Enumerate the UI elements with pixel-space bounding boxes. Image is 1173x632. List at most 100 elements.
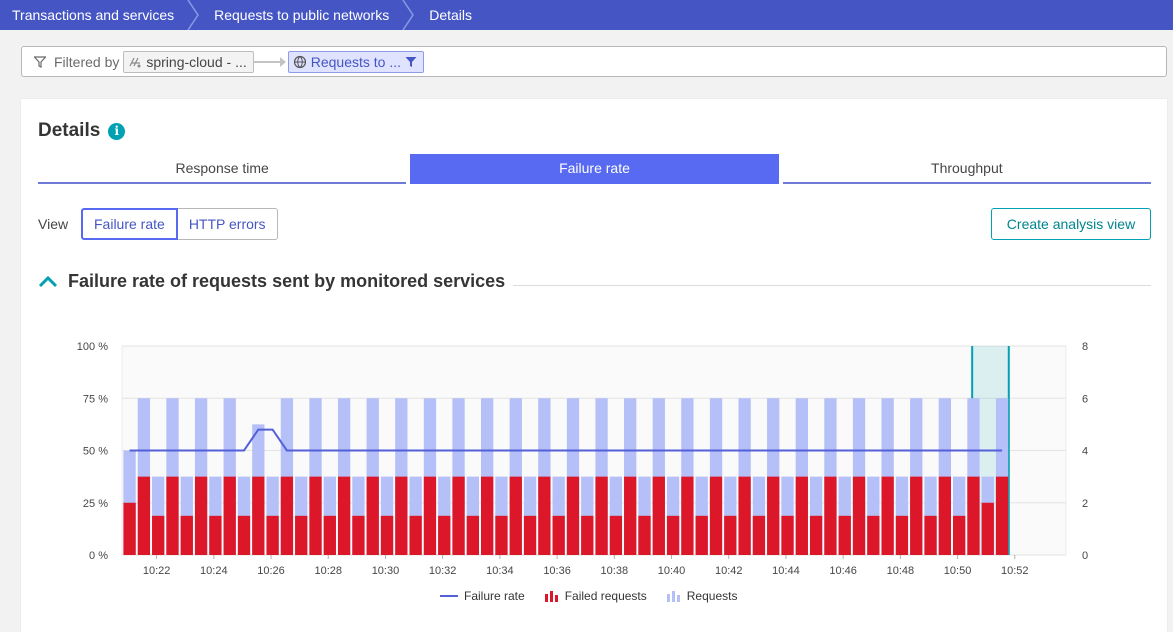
line-swatch-icon [440, 595, 458, 597]
breadcrumb-separator-icon [187, 0, 200, 30]
failed-requests-bar [867, 515, 880, 555]
failed-requests-bar [695, 515, 708, 555]
x-tick-label: 10:44 [772, 565, 800, 577]
create-analysis-view-button[interactable]: Create analysis view [991, 208, 1151, 240]
failed-requests-bar [452, 476, 465, 555]
chart-legend: Failure rate Failed requests Requests [440, 589, 757, 603]
failed-requests-bar [967, 476, 980, 555]
failure-rate-line [129, 428, 1003, 452]
filter-label: Filtered by [54, 53, 120, 70]
failed-requests-bar [509, 476, 522, 555]
legend-requests[interactable]: Requests [666, 589, 737, 603]
failed-requests-bar [881, 476, 894, 555]
failed-requests-bar [910, 476, 923, 555]
breadcrumb-label: Transactions and services [12, 7, 175, 23]
y-left-tick-label: 0 % [89, 550, 108, 562]
failed-requests-bar [152, 515, 165, 555]
filter-bar[interactable]: Filtered by spring-cloud - ... Requests … [21, 46, 1167, 77]
y-left-tick-label: 25 % [83, 498, 108, 510]
view-failure-rate-button[interactable]: Failure rate [81, 208, 178, 240]
failed-requests-bar [337, 476, 351, 555]
filter-chip-label: Requests to ... [310, 53, 402, 70]
failed-requests-bar [752, 515, 766, 555]
x-tick-label: 10:48 [887, 565, 915, 577]
filter-chip-requests[interactable]: Requests to ... [287, 50, 425, 73]
failed-requests-bar [395, 476, 408, 555]
failed-requests-bar [180, 515, 193, 555]
filter-chip-service[interactable]: spring-cloud - ... [123, 50, 254, 73]
failed-requests-bar [581, 515, 594, 555]
x-tick-label: 10:36 [543, 565, 571, 577]
failed-requests-bar [352, 515, 365, 555]
failed-requests-bar [409, 515, 422, 555]
failed-requests-bar [767, 476, 780, 555]
failed-requests-bar [981, 502, 994, 555]
failed-requests-bar [552, 515, 565, 555]
legend-failed-requests[interactable]: Failed requests [544, 589, 647, 603]
metric-tabs: Response time Failure rate Throughput [38, 154, 1151, 184]
legend-label: Failed requests [564, 589, 647, 603]
breadcrumb-separator-icon [402, 0, 415, 30]
section-title: Failure rate of requests sent by monitor… [68, 271, 506, 291]
legend-failure-rate[interactable]: Failure rate [440, 589, 525, 603]
failed-requests-bar [638, 515, 651, 555]
failed-requests-bar [466, 515, 480, 555]
filter-funnel-icon[interactable] [405, 56, 417, 68]
breadcrumb: Transactions and services Requests to pu… [0, 0, 1173, 30]
x-tick-label: 10:50 [944, 565, 972, 577]
failed-requests-bar [538, 476, 551, 555]
view-label: View [38, 216, 69, 232]
breadcrumb-details: Details [409, 0, 492, 30]
tab-response-time[interactable]: Response time [38, 154, 407, 184]
x-tick-label: 10:22 [143, 565, 171, 577]
globe-icon [293, 55, 306, 68]
failed-requests-bar [237, 515, 251, 555]
y-right-tick-label: 6 [1082, 393, 1088, 405]
chevron-up-icon[interactable] [38, 275, 58, 289]
x-tick-label: 10:52 [1001, 565, 1029, 577]
failed-requests-bar [609, 515, 623, 555]
failed-requests-bar [266, 515, 279, 555]
failed-requests-bar [795, 476, 808, 555]
failed-requests-bar [380, 515, 394, 555]
failed-requests-bar [995, 476, 1009, 555]
breadcrumb-label: Requests to public networks [214, 7, 390, 23]
filter-chip-label: spring-cloud - ... [146, 53, 247, 70]
failed-requests-bar [123, 502, 136, 555]
y-right-tick-label: 4 [1082, 446, 1088, 458]
section-header[interactable]: Failure rate of requests sent by monitor… [38, 271, 1151, 292]
page-title: Details i [38, 120, 126, 142]
filter-icon [34, 55, 46, 68]
view-http-errors-button[interactable]: HTTP errors [177, 208, 278, 240]
tab-throughput[interactable]: Throughput [782, 154, 1151, 184]
failed-requests-bar [280, 476, 294, 555]
failed-requests-bar [495, 515, 508, 555]
details-title: Details [38, 120, 101, 141]
tab-failure-rate[interactable]: Failure rate [410, 154, 779, 184]
breadcrumb-requests[interactable]: Requests to public networks [194, 0, 415, 30]
y-right-tick-label: 2 [1082, 498, 1088, 510]
x-tick-label: 10:42 [715, 565, 743, 577]
failed-requests-bar [666, 515, 680, 555]
failed-requests-bar [824, 476, 837, 555]
failed-requests-bar [595, 476, 608, 555]
failed-requests-bar [323, 515, 336, 555]
breadcrumb-transactions[interactable]: Transactions and services [0, 0, 200, 30]
failed-requests-bar [166, 476, 179, 555]
failed-requests-bar [781, 515, 794, 555]
y-left-tick-label: 75 % [83, 393, 108, 405]
failed-requests-bar [194, 476, 208, 555]
x-tick-label: 10:46 [829, 565, 857, 577]
failed-requests-bar [566, 476, 580, 555]
failed-requests-bar [895, 515, 909, 555]
failed-requests-bar [724, 515, 737, 555]
failed-requests-bar [523, 515, 537, 555]
y-left-tick-label: 100 % [77, 341, 108, 353]
x-tick-label: 10:24 [200, 565, 228, 577]
failed-requests-bar [738, 476, 751, 555]
x-tick-label: 10:30 [372, 565, 400, 577]
failed-requests-bar [852, 476, 866, 555]
info-icon[interactable]: i [108, 122, 126, 140]
bar-swatch-icon [544, 591, 558, 602]
